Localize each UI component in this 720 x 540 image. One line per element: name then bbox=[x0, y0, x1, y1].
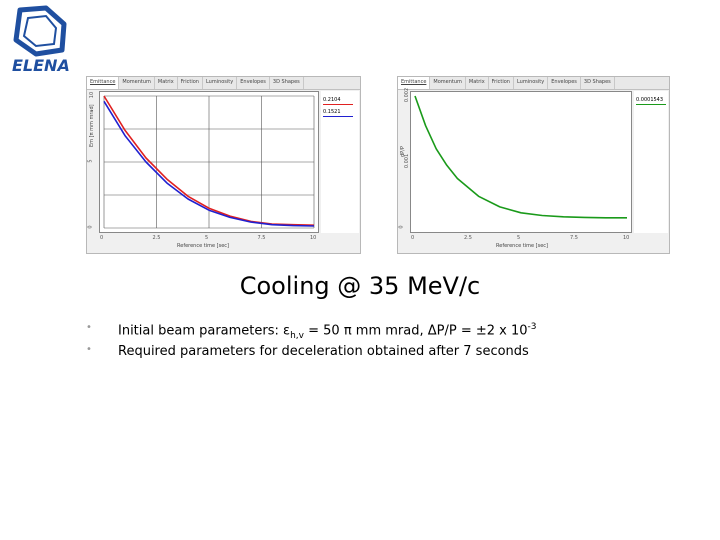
y-tick-label: 0.002 bbox=[404, 87, 411, 103]
tab-envelopes[interactable]: Envelopes bbox=[237, 77, 270, 89]
tab-3d-shapes[interactable]: 3D Shapes bbox=[581, 77, 615, 89]
tab-luminosity[interactable]: Luminosity bbox=[514, 77, 549, 89]
emittance-chart bbox=[103, 95, 315, 229]
y-tick-label: 0.001 bbox=[404, 153, 411, 169]
y-axis-label: Em [π mm mrad] bbox=[89, 104, 95, 147]
x-tick-label: 5 bbox=[517, 235, 521, 241]
tab-envelopes[interactable]: Envelopes bbox=[548, 77, 581, 89]
x-axis-label: Reference time [sec] bbox=[177, 243, 229, 249]
bullet-text: Required parameters for deceleration obt… bbox=[118, 344, 529, 359]
logo-text: ELENA bbox=[12, 56, 70, 75]
legend: 0.0001543 bbox=[634, 91, 668, 233]
tab-matrix[interactable]: Matrix bbox=[466, 77, 489, 89]
tab-emittance[interactable]: Emittance bbox=[398, 77, 431, 89]
tab-bar: Emittance Momentum Matrix Friction Luminosit… bbox=[87, 77, 360, 90]
momentum-chart bbox=[414, 95, 627, 219]
x-tick-label: 0 bbox=[100, 235, 104, 241]
x-tick-label: 0 bbox=[411, 235, 415, 241]
tab-luminosity[interactable]: Luminosity bbox=[203, 77, 238, 89]
bullet-list: • Initial beam parameters: εh,v = 50 π m… bbox=[86, 322, 706, 366]
x-tick-label: 2.5 bbox=[464, 235, 472, 241]
epsilon-subscript: h,v bbox=[290, 330, 304, 341]
series-line-0 bbox=[414, 95, 627, 219]
tab-momentum[interactable]: Momentum bbox=[119, 77, 155, 89]
slide-title: Cooling @ 35 MeV/c bbox=[239, 272, 481, 300]
epsilon-value: = 50 π mm mrad, bbox=[303, 323, 428, 339]
legend-entry: 0.2104 bbox=[323, 97, 341, 103]
tab-bar: Emittance Momentum Matrix Friction Luminosit… bbox=[398, 77, 669, 90]
tab-friction[interactable]: Friction bbox=[178, 77, 203, 89]
x-tick-label: 7.5 bbox=[257, 235, 266, 241]
legend-entry: 0.0001543 bbox=[636, 97, 664, 103]
legend-entry: 0.1521 bbox=[323, 109, 341, 115]
legend-swatch bbox=[323, 116, 353, 117]
list-item: • Required parameters for deceleration o… bbox=[86, 344, 706, 366]
tab-momentum[interactable]: Momentum bbox=[430, 77, 466, 89]
y-tick-label: 0 bbox=[87, 225, 94, 229]
momentum-plot bbox=[410, 91, 632, 233]
x-tick-label: 7.5 bbox=[570, 235, 578, 241]
x-tick-label: 10 bbox=[623, 235, 630, 241]
y-tick-label: 0 bbox=[398, 225, 405, 229]
tab-3d-shapes[interactable]: 3D Shapes bbox=[270, 77, 304, 89]
bullet-icon: • bbox=[86, 344, 92, 355]
legend: 0.2104 0.1521 bbox=[321, 91, 359, 233]
bullet-icon: • bbox=[86, 322, 92, 333]
tab-emittance[interactable]: Emittance bbox=[87, 77, 120, 89]
x-axis-label: Reference time [sec] bbox=[496, 243, 548, 249]
emittance-plot bbox=[99, 91, 319, 233]
list-item: • Initial beam parameters: εh,v = 50 π m… bbox=[86, 322, 706, 344]
momentum-exponent: -3 bbox=[527, 322, 537, 332]
legend-swatch bbox=[636, 104, 666, 105]
x-tick-label: 2.5 bbox=[152, 235, 161, 241]
x-tick-label: 5 bbox=[205, 235, 209, 241]
momentum-panel: Emittance Momentum Matrix Friction Luminosit… bbox=[397, 76, 670, 254]
y-tick-label: 10 bbox=[89, 91, 96, 99]
y-tick-label: 5 bbox=[87, 159, 94, 163]
momentum-spread: ΔP/P = ±2 x 10 bbox=[427, 323, 528, 339]
elena-logo-icon bbox=[13, 5, 67, 57]
tab-friction[interactable]: Friction bbox=[489, 77, 514, 89]
epsilon-symbol: ε bbox=[283, 323, 291, 339]
x-tick-label: 10 bbox=[310, 235, 317, 241]
tab-matrix[interactable]: Matrix bbox=[155, 77, 178, 89]
emittance-panel: Emittance Momentum Matrix Friction Luminosit… bbox=[86, 76, 361, 254]
bullet-text: Initial beam parameters: bbox=[118, 323, 284, 339]
legend-swatch bbox=[323, 104, 353, 105]
series-line-1 bbox=[103, 100, 315, 227]
